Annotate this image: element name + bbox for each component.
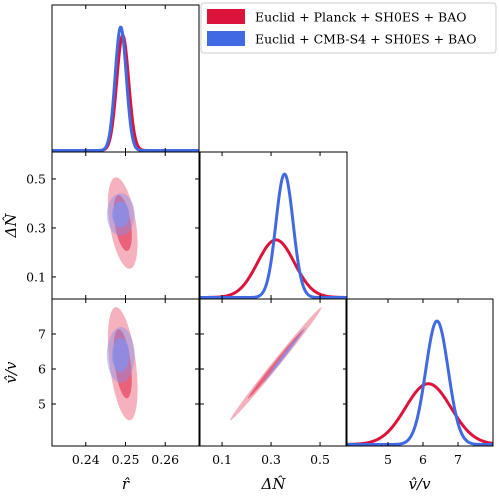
x-tick-label: 5 bbox=[384, 452, 392, 467]
legend-label: Euclid + CMB-S4 + SH0ES + BAO bbox=[255, 32, 477, 47]
x-axis-label: v̂/v bbox=[408, 475, 431, 493]
marginal-panel-0 bbox=[52, 25, 199, 152]
contour-panel-0-1 bbox=[106, 177, 138, 269]
contour-cmbs4-1sigma bbox=[112, 337, 130, 373]
y-tick-label: 0.5 bbox=[26, 171, 46, 186]
x-tick-label: 7 bbox=[454, 452, 462, 467]
x-tick-label: 0.1 bbox=[212, 452, 232, 467]
x-tick-label: 0.26 bbox=[151, 452, 179, 467]
y-tick-label: 0.3 bbox=[26, 220, 46, 235]
y-axis-label: ΔN̂ bbox=[2, 213, 20, 239]
x-tick-label: 0.3 bbox=[261, 452, 281, 467]
legend-swatch bbox=[207, 31, 245, 46]
panel-frame-1-2 bbox=[199, 298, 348, 447]
legend-box bbox=[200, 2, 497, 54]
x-tick-label: 0.25 bbox=[112, 452, 140, 467]
legend: Euclid + Planck + SH0ES + BAO Euclid + CM… bbox=[200, 2, 497, 54]
contour-panel-0-2 bbox=[106, 307, 138, 421]
marginal-curve-planck bbox=[346, 382, 493, 446]
y-tick-label: 6 bbox=[38, 362, 46, 377]
marginal-curve-cmbs4 bbox=[52, 25, 199, 152]
panel-frame-2-2 bbox=[345, 298, 494, 447]
contour-panel-1-2 bbox=[230, 307, 322, 421]
marginal-panel-2 bbox=[346, 319, 493, 446]
y-tick-label: 0.1 bbox=[26, 269, 46, 284]
x-axis-label: ΔN̂ bbox=[261, 475, 287, 493]
y-tick-label: 7 bbox=[38, 327, 46, 342]
contour-cmbs4-1sigma bbox=[112, 201, 130, 228]
marginal-panel-1 bbox=[200, 172, 347, 299]
panel-frame-1-1 bbox=[199, 151, 348, 300]
marginal-curve-cmbs4 bbox=[346, 319, 493, 446]
x-axis-label: r̂ bbox=[122, 475, 130, 493]
y-axis-label: v̂/v bbox=[2, 361, 20, 384]
contour-cmbs4-1sigma bbox=[271, 337, 298, 373]
x-tick-label: 0.5 bbox=[310, 452, 330, 467]
x-tick-label: 0.24 bbox=[72, 452, 100, 467]
y-tick-label: 5 bbox=[38, 397, 46, 412]
marginal-curve-cmbs4 bbox=[200, 172, 347, 299]
x-tick-label: 6 bbox=[419, 452, 427, 467]
legend-swatch bbox=[207, 9, 245, 24]
legend-label: Euclid + Planck + SH0ES + BAO bbox=[255, 10, 467, 25]
